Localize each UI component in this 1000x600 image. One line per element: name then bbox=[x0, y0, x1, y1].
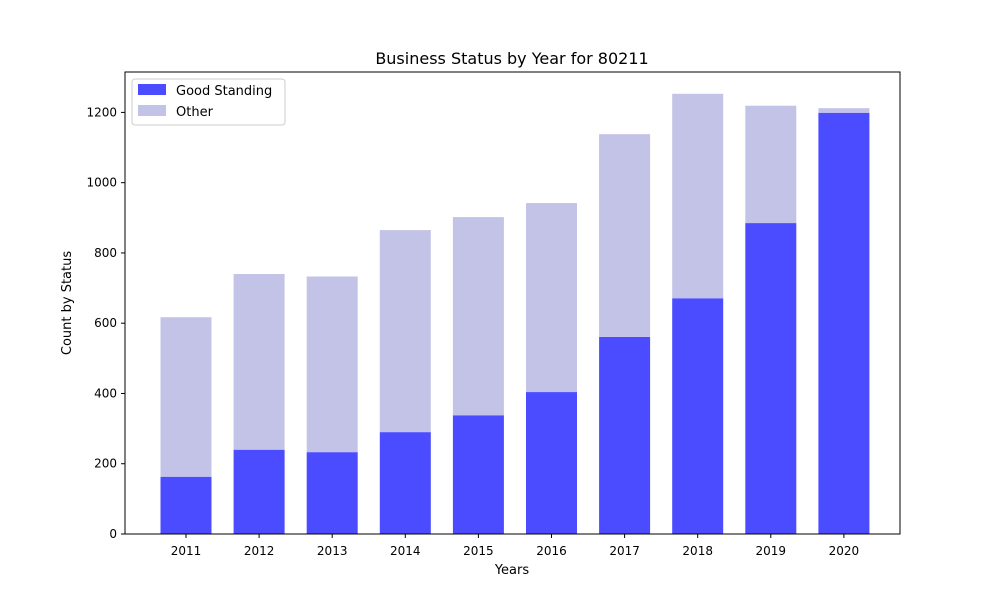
x-tick-label-2014: 2014 bbox=[390, 544, 421, 558]
y-tick-label-800: 800 bbox=[94, 246, 117, 260]
x-tick-label-2018: 2018 bbox=[682, 544, 713, 558]
legend-label-other: Other bbox=[176, 105, 214, 120]
bar-good-standing-2012 bbox=[233, 449, 285, 534]
bar-good-standing-2018 bbox=[672, 298, 724, 534]
x-tick-label-2015: 2015 bbox=[463, 544, 494, 558]
x-tick-label-2017: 2017 bbox=[609, 544, 640, 558]
bar-good-standing-2014 bbox=[379, 432, 431, 534]
y-tick-label-1200: 1200 bbox=[86, 105, 117, 119]
y-tick-label-1000: 1000 bbox=[86, 176, 117, 190]
x-axis-ticks: 2011 2012 2013 2014 2015 2016 2017 2018 2019 2020 bbox=[171, 534, 859, 558]
bar-good-standing-2019 bbox=[745, 223, 797, 534]
x-tick-label-2016: 2016 bbox=[536, 544, 567, 558]
bar-good-standing-2015 bbox=[452, 415, 504, 534]
x-tick-label-2012: 2012 bbox=[244, 544, 275, 558]
y-tick-label-0: 0 bbox=[109, 527, 117, 541]
legend-swatch-other bbox=[138, 105, 166, 116]
bar-good-standing-2016 bbox=[526, 392, 577, 534]
y-tick-label-200: 200 bbox=[94, 457, 117, 471]
y-tick-label-600: 600 bbox=[94, 316, 117, 330]
bar-other-2012 bbox=[233, 274, 285, 450]
bar-other-2015 bbox=[452, 217, 504, 416]
bar-other-2019 bbox=[745, 105, 797, 224]
x-tick-label-2013: 2013 bbox=[317, 544, 348, 558]
bar-other-2013 bbox=[306, 276, 358, 453]
x-axis-label: Years bbox=[494, 563, 530, 578]
bars-group bbox=[160, 93, 870, 534]
legend-frame bbox=[131, 78, 286, 126]
bar-other-2017 bbox=[599, 134, 651, 337]
x-tick-label-2019: 2019 bbox=[756, 544, 787, 558]
bar-other-2020 bbox=[818, 108, 870, 113]
bar-good-standing-2011 bbox=[160, 476, 212, 534]
chart-title: Business Status by Year for 80211 bbox=[375, 49, 648, 68]
legend-label-good-standing: Good Standing bbox=[176, 84, 272, 99]
legend-swatch-good-standing bbox=[138, 84, 166, 95]
bar-other-2014 bbox=[379, 230, 431, 433]
y-axis-ticks: 0 200 400 600 800 1000 1200 bbox=[86, 105, 125, 541]
bar-other-2018 bbox=[672, 93, 724, 299]
legend: Good Standing Other bbox=[131, 78, 286, 126]
y-axis-label: Count by Status bbox=[60, 251, 75, 355]
y-tick-label-400: 400 bbox=[94, 386, 117, 400]
bar-other-2011 bbox=[160, 317, 212, 477]
x-tick-label-2011: 2011 bbox=[171, 544, 202, 558]
x-tick-label-2020: 2020 bbox=[829, 544, 860, 558]
bar-good-standing-2020 bbox=[818, 112, 870, 534]
bar-good-standing-2017 bbox=[599, 336, 651, 534]
plot-frame bbox=[124, 71, 901, 535]
bar-good-standing-2013 bbox=[306, 452, 358, 534]
bar-other-2016 bbox=[526, 203, 577, 393]
